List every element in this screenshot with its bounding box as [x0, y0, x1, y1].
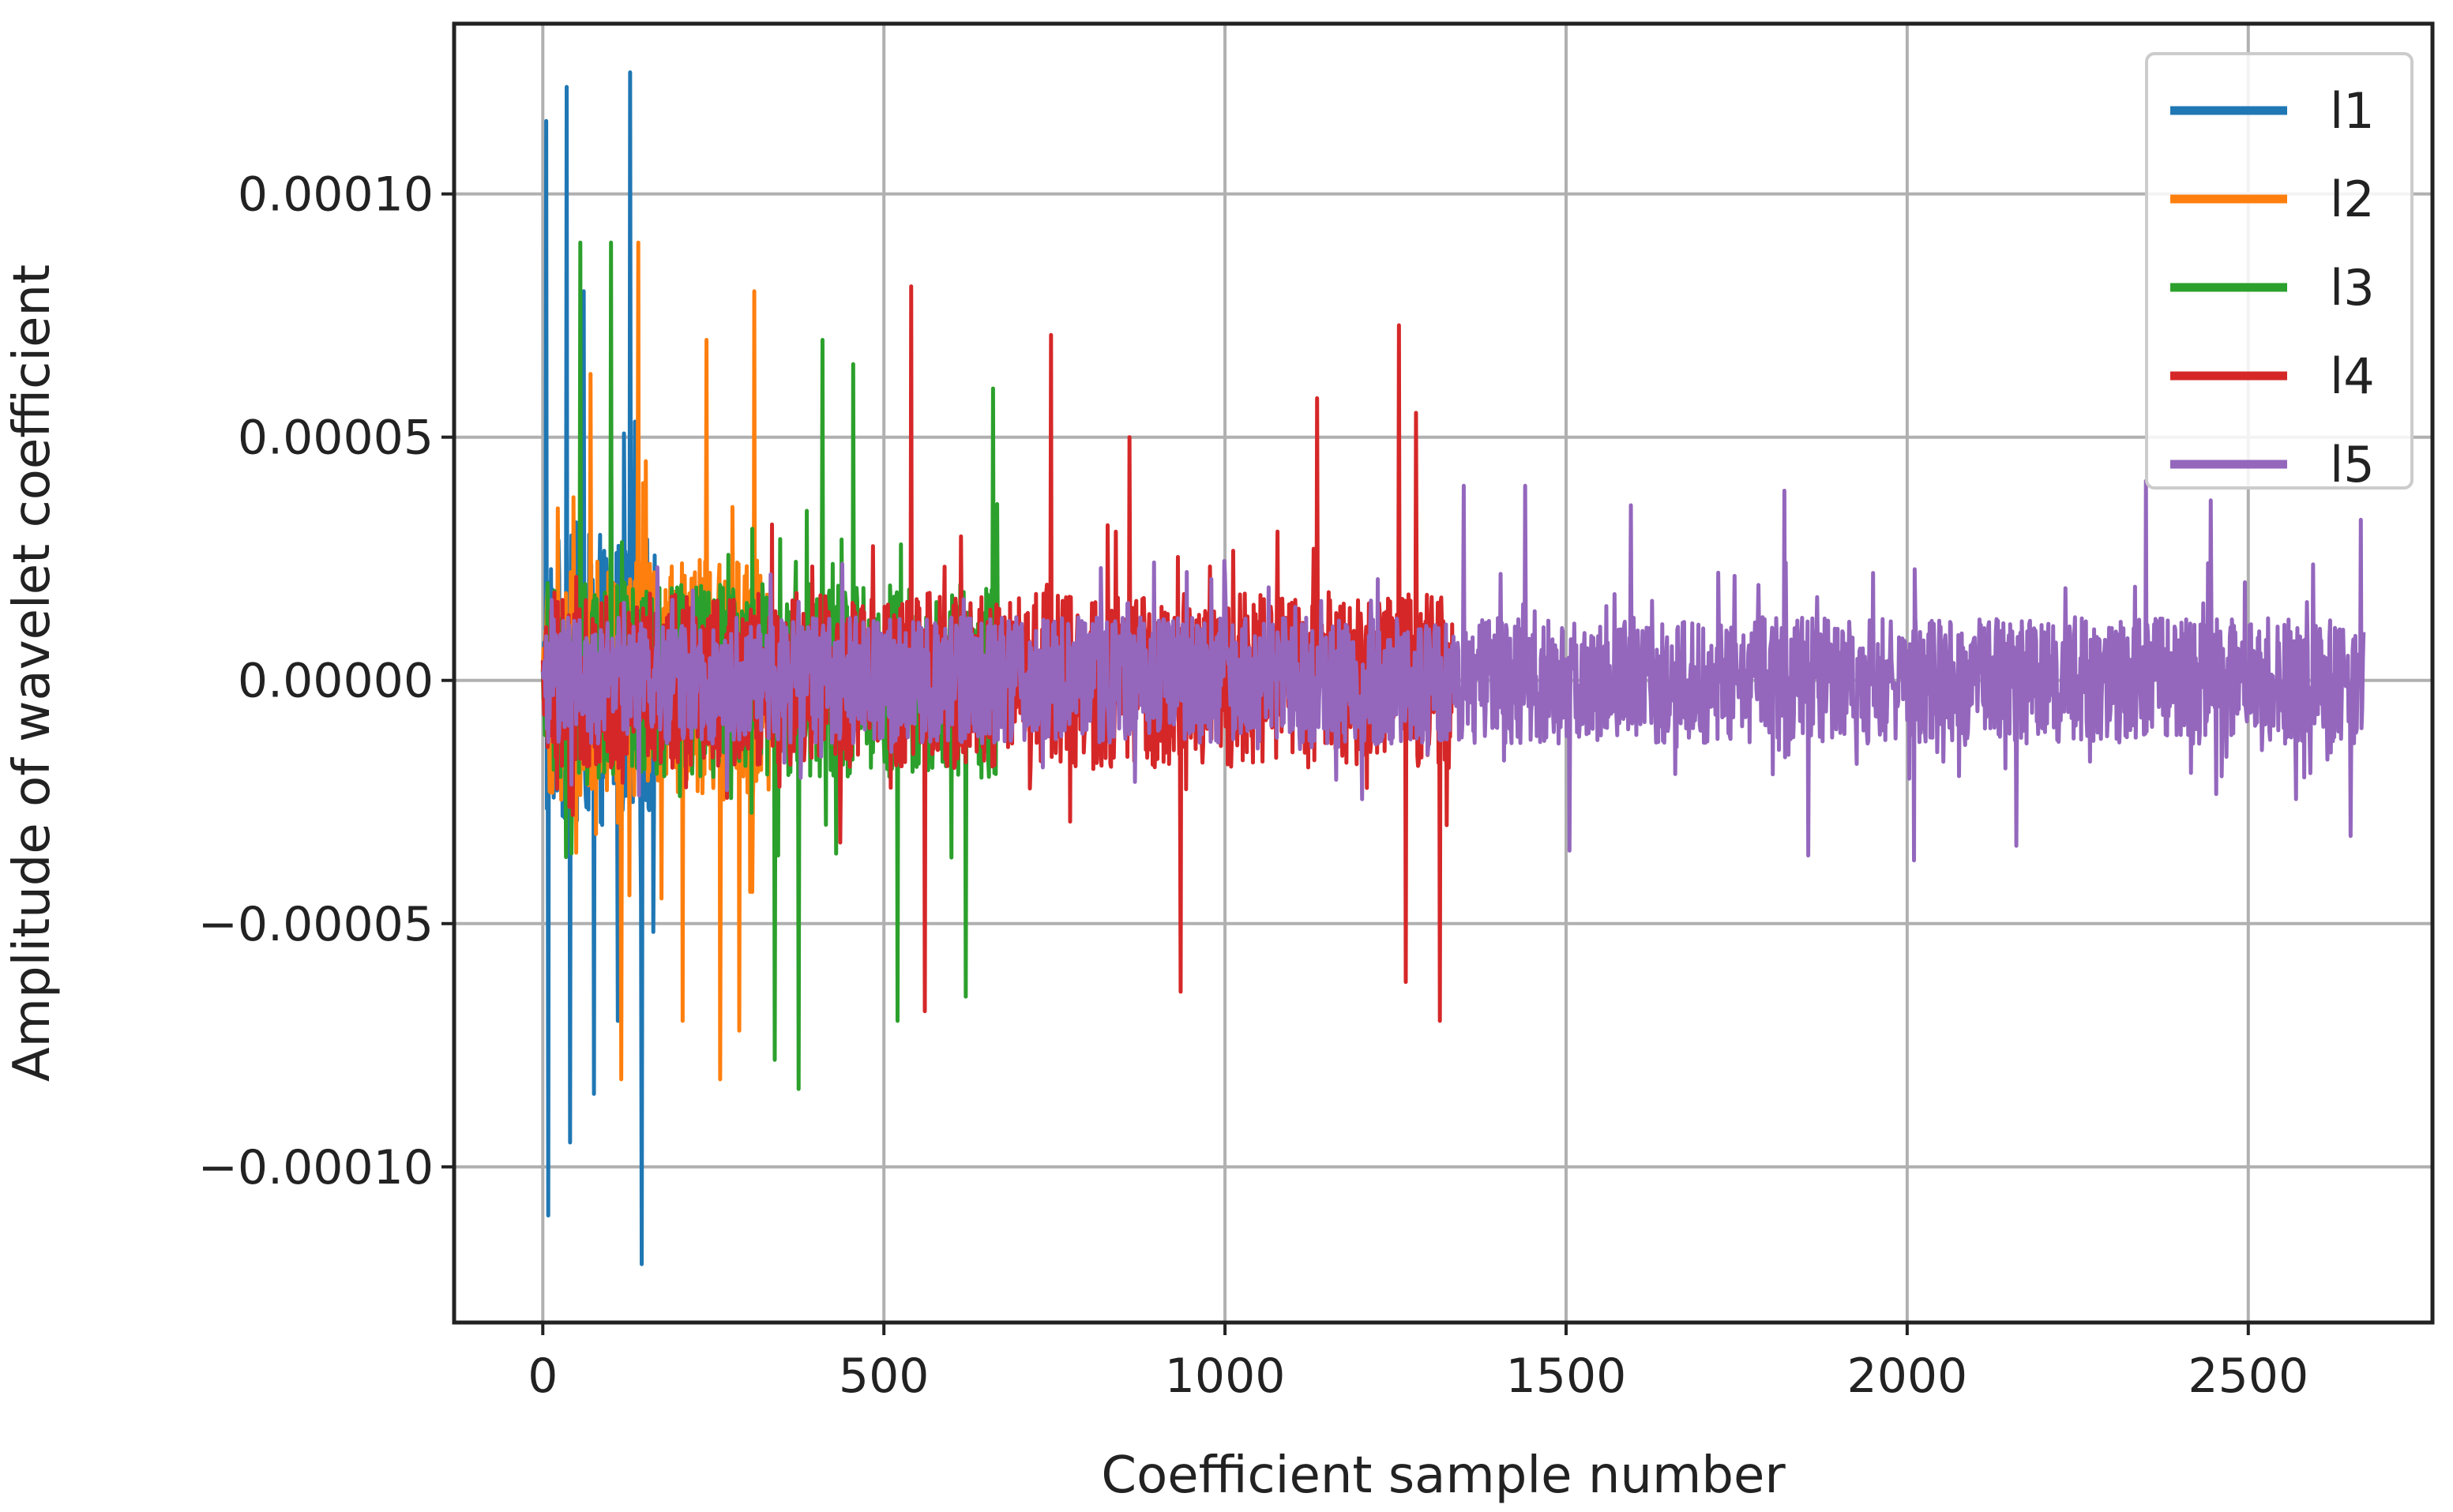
x-axis-label: Coefficient sample number: [1101, 1446, 1786, 1505]
legend-label-l3: l3: [2330, 259, 2375, 317]
x-tick-label: 1000: [1165, 1349, 1286, 1404]
legend-label-l2: l2: [2330, 171, 2375, 228]
y-tick-label: −0.00005: [198, 897, 434, 952]
legend-label-l5: l5: [2330, 436, 2375, 493]
y-axis-label: Amplitude of wavelet coefficient: [3, 265, 62, 1082]
y-tick-label: −0.00010: [198, 1140, 434, 1195]
y-tick-label: 0.00000: [238, 654, 434, 709]
y-tick-label: 0.00010: [238, 167, 434, 223]
x-tick-label: 2500: [2188, 1349, 2308, 1404]
x-tick-label: 2000: [1847, 1349, 1968, 1404]
series-l5-line: [540, 478, 2366, 863]
axes-frame: [452, 21, 2435, 1325]
legend-label-l1: l1: [2330, 82, 2375, 140]
y-tick-label: 0.00005: [238, 411, 434, 466]
x-tick-label: 500: [839, 1349, 930, 1404]
plot-area: [540, 70, 2366, 1266]
legend: l1 l2 l3 l4 l5: [2145, 52, 2414, 493]
x-tick-label: 0: [528, 1349, 558, 1404]
ticks: 0 500 1000 1500 2000 2500 0.00010 0.00005 0.0000…: [198, 167, 2309, 1404]
legend-label-l4: l4: [2330, 347, 2375, 405]
x-tick-label: 1500: [1506, 1349, 1627, 1404]
